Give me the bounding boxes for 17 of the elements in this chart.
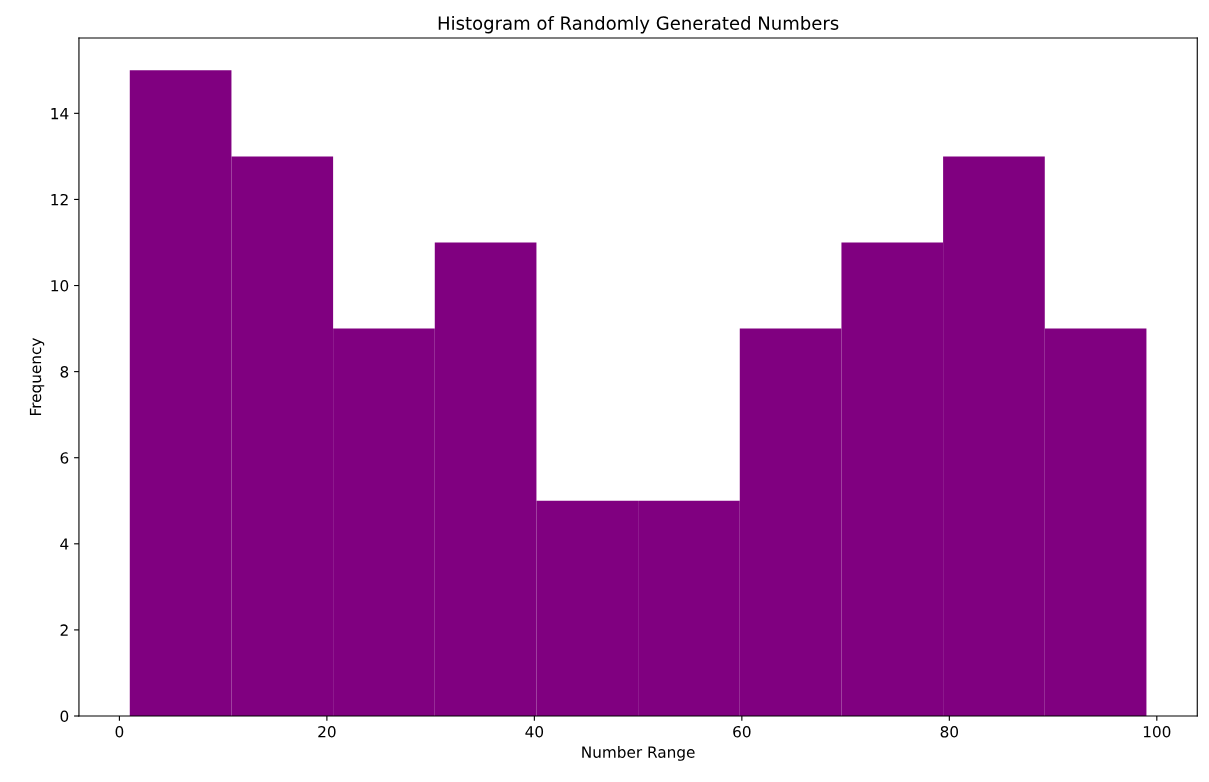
y-tick-label: 2: [60, 624, 68, 636]
y-tick-label: 8: [60, 366, 69, 378]
y-tick-label: 4: [60, 538, 69, 550]
x-axis-title: Number Range: [582, 746, 695, 761]
x-tick-label: 20: [318, 725, 336, 738]
y-tick-label: 6: [60, 452, 69, 464]
y-tick-label: 10: [51, 279, 69, 292]
x-tick-label: 100: [1143, 725, 1171, 738]
x-tick-label: 40: [525, 725, 544, 738]
x-tick-label: 0: [115, 725, 124, 738]
x-tick-label: 80: [940, 725, 959, 738]
y-tick-label: 0: [60, 710, 69, 723]
chart-title: Histogram of Randomly Generated Numbers: [438, 15, 839, 34]
y-tick-label: 14: [51, 108, 69, 120]
x-tick-label: 60: [733, 725, 751, 738]
y-tick-label: 12: [51, 193, 68, 206]
y-axis-title: Frequency: [29, 338, 45, 415]
